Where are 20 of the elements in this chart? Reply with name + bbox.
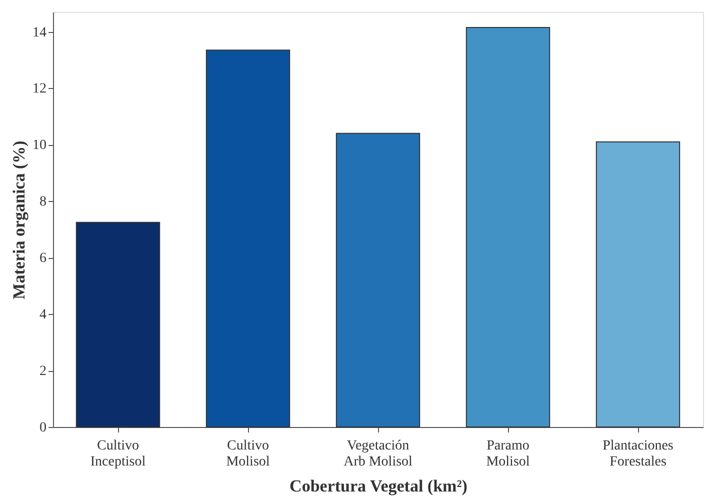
y-tick-label: 2 xyxy=(40,364,46,380)
bar xyxy=(596,141,680,428)
y-tick-label: 0 xyxy=(40,420,46,436)
x-tick-label: Cultivo Inceptisol xyxy=(90,438,146,470)
bar xyxy=(76,222,160,428)
y-axis-title: Materia organica (%) xyxy=(10,140,28,300)
y-tick-label: 4 xyxy=(40,308,46,323)
y-tick-label: 14 xyxy=(32,25,46,40)
y-tick-label: 8 xyxy=(40,194,46,210)
x-tick-label: Vegetación Arb Molisol xyxy=(344,438,413,470)
bar xyxy=(466,27,550,428)
bar xyxy=(206,50,290,428)
x-tick-label: Cultivo Molisol xyxy=(226,438,270,470)
bar xyxy=(336,132,420,428)
x-tick-label: Plantaciones Forestales xyxy=(602,438,674,470)
y-tick-label: 10 xyxy=(32,138,46,154)
x-tick-label: Paramo Molisol xyxy=(486,438,530,470)
y-tick-label: 12 xyxy=(32,82,46,97)
y-tick-label: 6 xyxy=(40,251,46,266)
x-axis-title: Cobertura Vegetal (km²) xyxy=(290,476,468,496)
